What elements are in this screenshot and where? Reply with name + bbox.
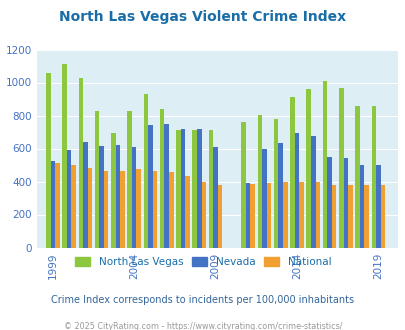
Legend: North Las Vegas, Nevada, National: North Las Vegas, Nevada, National xyxy=(75,257,330,267)
Bar xyxy=(83,142,87,248)
Bar xyxy=(50,161,55,248)
Bar xyxy=(273,119,278,248)
Bar xyxy=(208,130,213,248)
Bar xyxy=(127,112,132,248)
Bar xyxy=(71,165,76,248)
Text: North Las Vegas Violent Crime Index: North Las Vegas Violent Crime Index xyxy=(59,10,346,24)
Bar xyxy=(250,184,254,248)
Bar xyxy=(298,182,303,248)
Bar xyxy=(371,106,375,248)
Bar xyxy=(217,185,222,248)
Bar xyxy=(347,185,352,248)
Bar xyxy=(120,171,124,248)
Bar xyxy=(310,136,315,248)
Bar xyxy=(213,147,217,248)
Bar xyxy=(363,185,368,248)
Bar xyxy=(132,147,136,248)
Bar xyxy=(95,112,99,248)
Bar xyxy=(331,185,335,248)
Bar xyxy=(306,89,310,248)
Bar xyxy=(176,130,180,248)
Bar xyxy=(262,148,266,248)
Bar xyxy=(111,133,115,248)
Bar xyxy=(143,94,148,248)
Bar xyxy=(62,64,67,248)
Bar xyxy=(185,176,190,248)
Text: Crime Index corresponds to incidents per 100,000 inhabitants: Crime Index corresponds to incidents per… xyxy=(51,295,354,305)
Bar xyxy=(160,109,164,248)
Bar xyxy=(201,182,206,248)
Bar xyxy=(354,106,359,248)
Bar xyxy=(168,172,173,248)
Bar xyxy=(99,146,104,248)
Bar xyxy=(196,129,201,248)
Bar xyxy=(104,171,108,248)
Bar xyxy=(278,143,282,248)
Bar xyxy=(282,182,287,248)
Bar xyxy=(136,169,141,248)
Bar xyxy=(55,163,60,248)
Bar xyxy=(115,145,120,248)
Bar xyxy=(152,171,157,248)
Bar xyxy=(315,182,319,248)
Bar xyxy=(164,124,168,248)
Bar xyxy=(338,88,343,248)
Bar xyxy=(67,150,71,248)
Bar xyxy=(375,165,380,248)
Bar xyxy=(380,185,384,248)
Bar xyxy=(343,158,347,248)
Bar xyxy=(180,129,185,248)
Bar xyxy=(245,183,250,248)
Bar xyxy=(87,168,92,248)
Bar xyxy=(359,165,363,248)
Text: © 2025 CityRating.com - https://www.cityrating.com/crime-statistics/: © 2025 CityRating.com - https://www.city… xyxy=(64,322,341,330)
Bar xyxy=(322,81,326,248)
Bar xyxy=(148,124,152,248)
Bar xyxy=(192,129,196,248)
Bar xyxy=(290,97,294,248)
Bar xyxy=(241,122,245,248)
Bar xyxy=(266,183,271,248)
Bar xyxy=(294,133,298,248)
Bar xyxy=(78,79,83,248)
Bar xyxy=(326,157,331,248)
Bar xyxy=(257,115,262,248)
Bar xyxy=(46,73,50,248)
